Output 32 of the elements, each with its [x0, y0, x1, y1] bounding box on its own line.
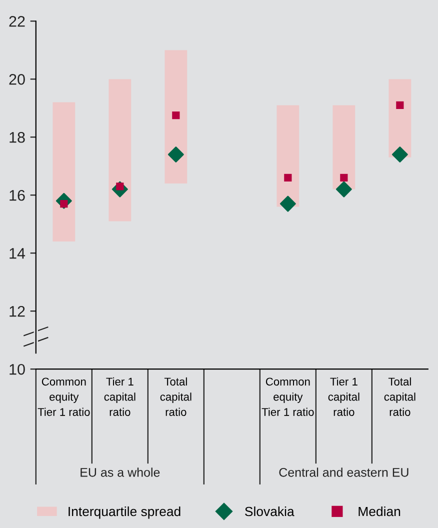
x-tick-label: Total capital ratio [160, 377, 192, 416]
point [396, 101, 404, 110]
point [172, 112, 180, 120]
x-tick-label: Tier 1 capital ratio [104, 377, 136, 416]
point [392, 146, 408, 162]
bar [52, 102, 76, 242]
bar [164, 50, 188, 184]
legend-label: Slovakia [245, 506, 294, 516]
legend-label: Interquartile spread [68, 506, 180, 519]
text: Central and eastern EU [279, 468, 408, 477]
y-tick-label: 20 [9, 74, 25, 85]
bar [388, 79, 412, 158]
x-tick-label: Total capital ratio [384, 377, 416, 416]
point [340, 174, 348, 182]
x-tick-label: Common equity Tier 1 ratio [38, 378, 90, 416]
bar [276, 105, 300, 207]
bar [332, 105, 356, 190]
point [336, 181, 352, 198]
point [284, 174, 292, 182]
bar [108, 79, 132, 222]
y-tick-label: 10 [10, 364, 25, 375]
x-tick-label: Common equity Tier 1 ratio [262, 378, 314, 416]
y-tick-label: 16 [10, 190, 25, 201]
point [168, 146, 184, 162]
y-tick-label: 22 [9, 16, 25, 27]
y-tick-label: 12 [10, 306, 25, 317]
point [280, 196, 296, 212]
x-tick-label: Tier 1 capital ratio [328, 377, 360, 416]
y-tick-label: 18 [10, 132, 25, 143]
text: EU as a whole [80, 468, 160, 477]
y-tick-label: 14 [10, 248, 26, 259]
legend-label: Median [358, 506, 400, 516]
